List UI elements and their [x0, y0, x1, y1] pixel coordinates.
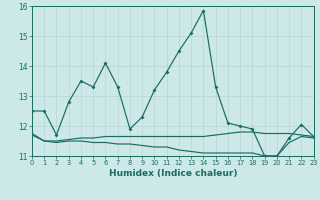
- X-axis label: Humidex (Indice chaleur): Humidex (Indice chaleur): [108, 169, 237, 178]
